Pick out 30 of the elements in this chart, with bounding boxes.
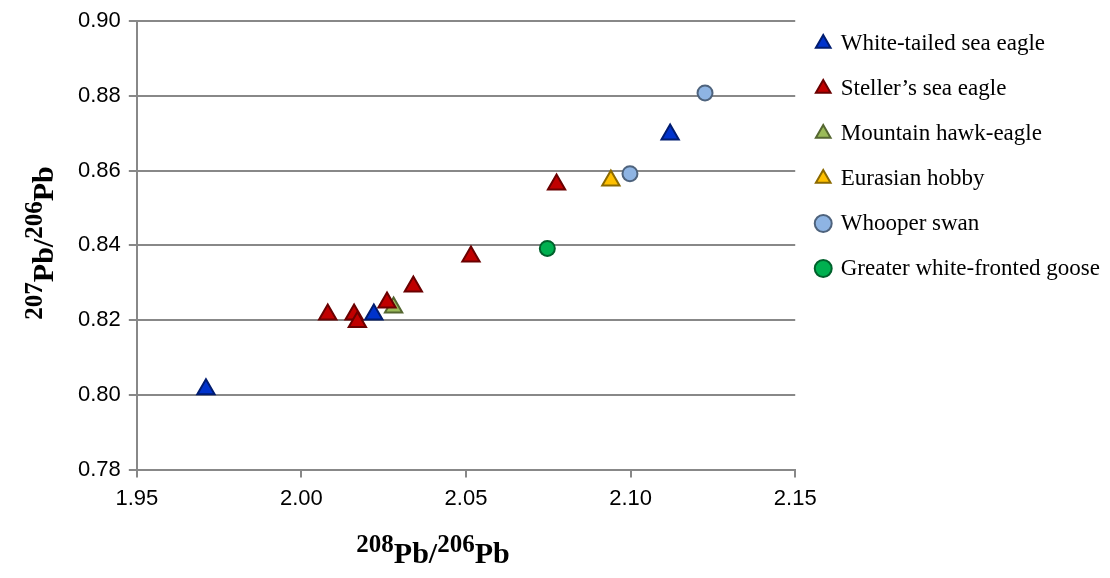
y-tick-label: 0.84 [77,231,121,257]
y-tick-label: 0.88 [77,82,121,107]
legend-label: Mountain hawk-eagle [840,119,1042,145]
point [601,169,621,187]
y-tick-label: 0.82 [77,306,121,332]
y-tick-label: 0.78 [77,455,121,481]
x-tick-label: 2.00 [280,484,323,510]
point [660,123,680,141]
point [546,173,567,191]
x-tick-label: 1.95 [115,484,159,510]
x-tick-label: 2.10 [609,484,653,510]
point [377,291,397,309]
point [538,239,556,257]
point [347,311,368,328]
point [196,378,216,396]
y-tick-label: 0.90 [77,7,121,33]
x-axis-title: $^{208}$Pb/$^{206}$Pb [356,530,510,570]
legend-label: White-tailed sea eagle [840,29,1046,55]
x-tick-label: 2.05 [444,484,488,510]
point [403,275,424,293]
y-tick-label: 0.86 [77,156,121,182]
legend-label: Steller’s sea eagle [840,74,1007,100]
point [318,303,338,321]
legend-label: Greater white-fronted goose [840,254,1100,280]
x-tick-label: 2.15 [773,484,817,510]
point [461,245,481,263]
legend-label: Eurasian hobby [840,164,985,190]
point [364,303,384,321]
y-tick-label: 0.80 [77,380,121,406]
legend-label: Whooper swan [840,209,980,235]
